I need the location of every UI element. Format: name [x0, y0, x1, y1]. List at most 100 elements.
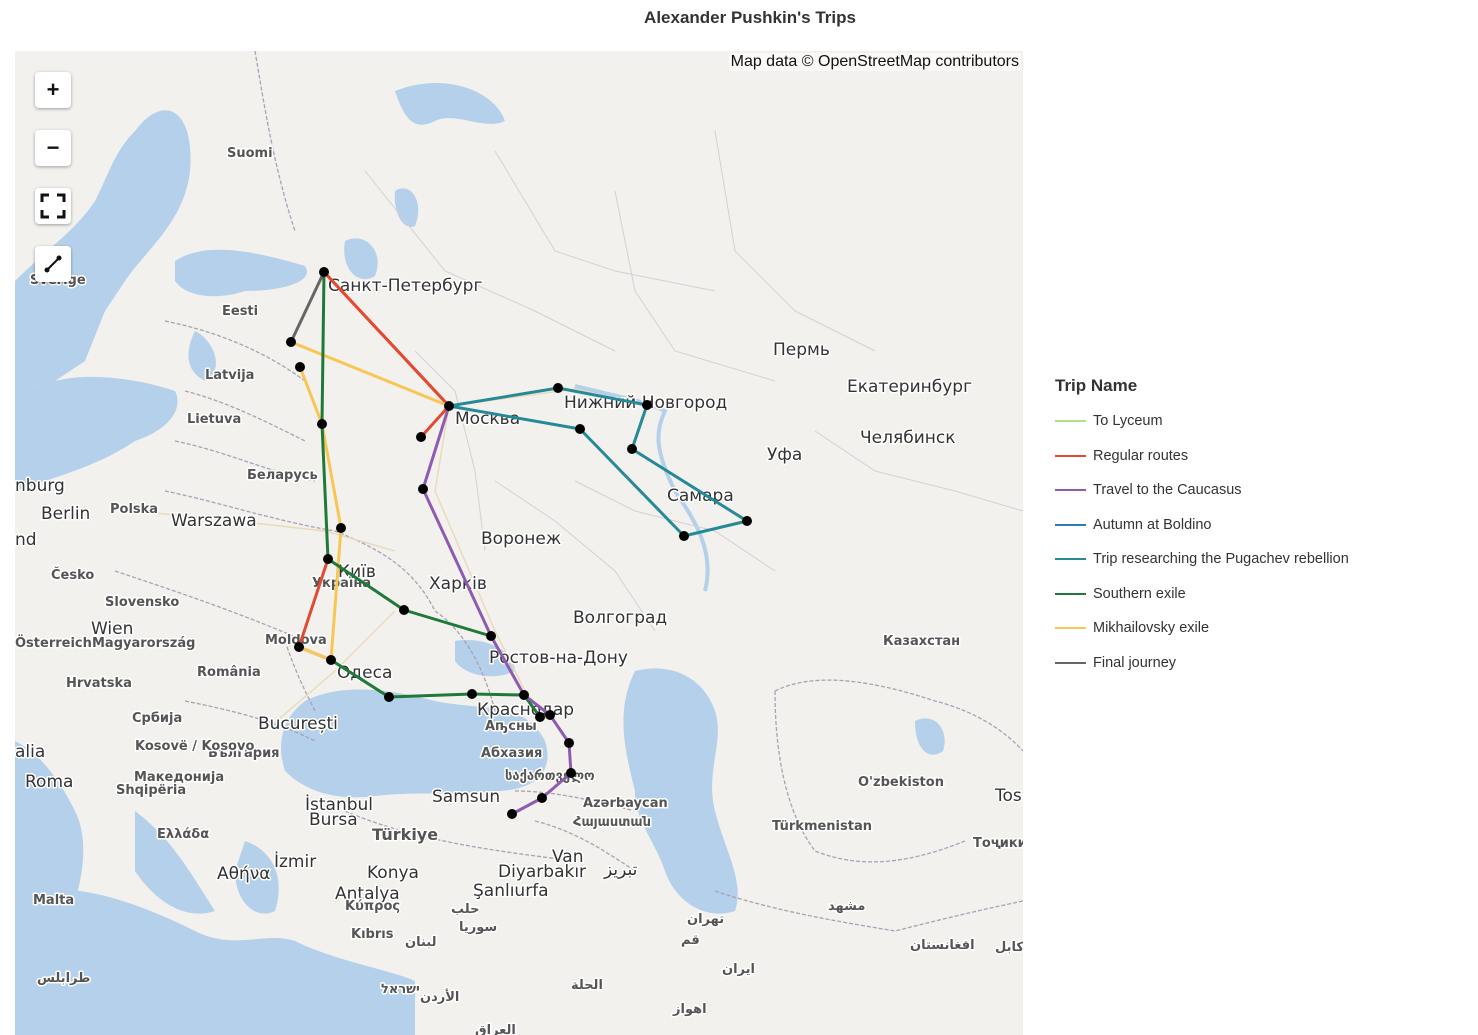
map-label: Tos	[994, 786, 1022, 806]
trip-stop-marker[interactable]	[519, 690, 529, 700]
map-label: Azərbaycan	[583, 796, 668, 811]
legend-swatch	[1055, 454, 1086, 457]
zoom-in-button[interactable]: +	[35, 72, 71, 108]
map-label: Slovensko	[105, 595, 179, 610]
legend-label: Trip researching the Pugachev rebellion	[1093, 551, 1349, 568]
map-label: Van	[552, 847, 584, 867]
map-label: Волгоград	[573, 608, 667, 628]
trip-stop-marker[interactable]	[399, 605, 409, 615]
map-label: Ελλάδα	[157, 827, 209, 842]
trip-stop-marker[interactable]	[742, 516, 752, 526]
legend-title: Trip Name	[1055, 376, 1138, 395]
map-label: საქართველო	[505, 769, 595, 784]
legend-item[interactable]: Mikhailovsky exile	[1055, 611, 1475, 646]
map-label: Latvija	[205, 368, 254, 383]
trip-route-line[interactable]	[290, 340, 450, 408]
map-label: Воронеж	[481, 529, 561, 549]
map-label: România	[197, 665, 261, 680]
map-label: Antalya	[335, 884, 400, 904]
map-label: Moldova	[265, 633, 327, 648]
trip-stop-marker[interactable]	[575, 424, 585, 434]
trip-route-line[interactable]	[322, 270, 451, 408]
map-label: Беларусь	[247, 468, 318, 483]
map-label: اهواز	[672, 1002, 707, 1017]
trip-stop-marker[interactable]	[679, 531, 689, 541]
trip-stop-marker[interactable]	[467, 689, 477, 699]
map-label: الأردن	[420, 988, 459, 1005]
legend-item[interactable]: Trip researching the Pugachev rebellion	[1055, 542, 1475, 577]
trip-stop-marker[interactable]	[319, 267, 329, 277]
map-label: تبریز	[603, 860, 638, 880]
map-label: Malta	[33, 893, 74, 908]
trip-stop-marker[interactable]	[535, 712, 545, 722]
map-label: Magyarország	[92, 636, 195, 651]
legend-item[interactable]: Regular routes	[1055, 439, 1475, 474]
map-label: Kıbrıs	[351, 927, 394, 942]
legend-label: Autumn at Boldino	[1093, 516, 1212, 533]
trip-stop-marker[interactable]	[545, 710, 555, 720]
map-label: Екатеринбург	[847, 377, 972, 397]
map-label: İzmir	[274, 851, 316, 872]
map-label: Казахстан	[883, 634, 960, 649]
map-label: Одеса	[337, 663, 392, 683]
trip-stop-marker[interactable]	[326, 655, 336, 665]
map-label: București	[258, 714, 338, 734]
trip-stop-marker[interactable]	[507, 809, 517, 819]
trip-stop-marker[interactable]	[336, 523, 346, 533]
trip-stop-marker[interactable]	[384, 692, 394, 702]
legend-item[interactable]: To Lyceum	[1055, 404, 1475, 439]
trip-route-line[interactable]	[289, 271, 326, 343]
trip-route-line[interactable]	[448, 404, 749, 538]
trip-stop-marker[interactable]	[627, 444, 637, 454]
map-label: Србија	[132, 711, 182, 726]
map-label: Київ	[338, 562, 376, 582]
map-label: Пермь	[773, 340, 830, 360]
trip-stop-marker[interactable]	[444, 401, 454, 411]
plus-icon: +	[46, 77, 60, 102]
legend-item[interactable]: Final journey	[1055, 646, 1475, 681]
legend-swatch	[1055, 558, 1086, 561]
trip-stop-marker[interactable]	[416, 432, 426, 442]
map-label: O'zbekiston	[858, 775, 944, 790]
map-label: Şanlıurfa	[473, 881, 549, 901]
map-view[interactable]: Санкт-Петербург Москва Нижний Новгород Сама…	[15, 51, 1023, 1035]
map-label: مشهد	[828, 899, 865, 914]
trip-stop-marker[interactable]	[317, 419, 327, 429]
map-attribution[interactable]: Map data © OpenStreetMap contributors	[728, 53, 1021, 71]
map-label: Харків	[429, 574, 487, 594]
map-label: حلب	[451, 902, 479, 917]
trip-stop-marker[interactable]	[486, 631, 496, 641]
trip-stop-marker[interactable]	[566, 768, 576, 778]
zoom-out-button[interactable]: −	[35, 130, 71, 166]
map-label: Hrvatska	[66, 676, 132, 691]
legend-label: Final journey	[1093, 654, 1177, 671]
legend-label: Southern exile	[1093, 585, 1186, 602]
trip-stop-marker[interactable]	[564, 738, 574, 748]
trip-stop-marker[interactable]	[642, 400, 652, 410]
map-label: Ростов-на-Дону	[489, 648, 628, 668]
legend-item[interactable]: Autumn at Boldino	[1055, 508, 1475, 543]
trip-stop-marker[interactable]	[537, 793, 547, 803]
trip-stop-marker[interactable]	[323, 554, 333, 564]
trip-stop-marker[interactable]	[294, 642, 304, 652]
measure-button[interactable]	[35, 246, 71, 282]
trip-stop-marker[interactable]	[286, 337, 296, 347]
map-label: Suomi	[227, 146, 273, 161]
map-label: Հայաստան	[573, 815, 651, 830]
fullscreen-button[interactable]	[35, 188, 71, 224]
legend-item[interactable]: Travel to the Caucasus	[1055, 473, 1475, 508]
legend-label: Travel to the Caucasus	[1093, 482, 1242, 499]
legend-swatch	[1055, 627, 1086, 630]
trip-stop-marker[interactable]	[418, 484, 428, 494]
map-label: العراق	[475, 1023, 516, 1035]
map-label: Konya	[367, 863, 419, 883]
trip-stop-marker[interactable]	[553, 383, 563, 393]
map-label: Аҧсны	[485, 719, 537, 734]
map-label: Абхазия	[481, 746, 542, 761]
legend-item[interactable]: Southern exile	[1055, 577, 1475, 612]
trip-stop-marker[interactable]	[295, 362, 305, 372]
map-label: افغانستان	[910, 938, 975, 953]
fullscreen-icon	[40, 193, 66, 219]
map-label: سوريا	[459, 920, 497, 935]
